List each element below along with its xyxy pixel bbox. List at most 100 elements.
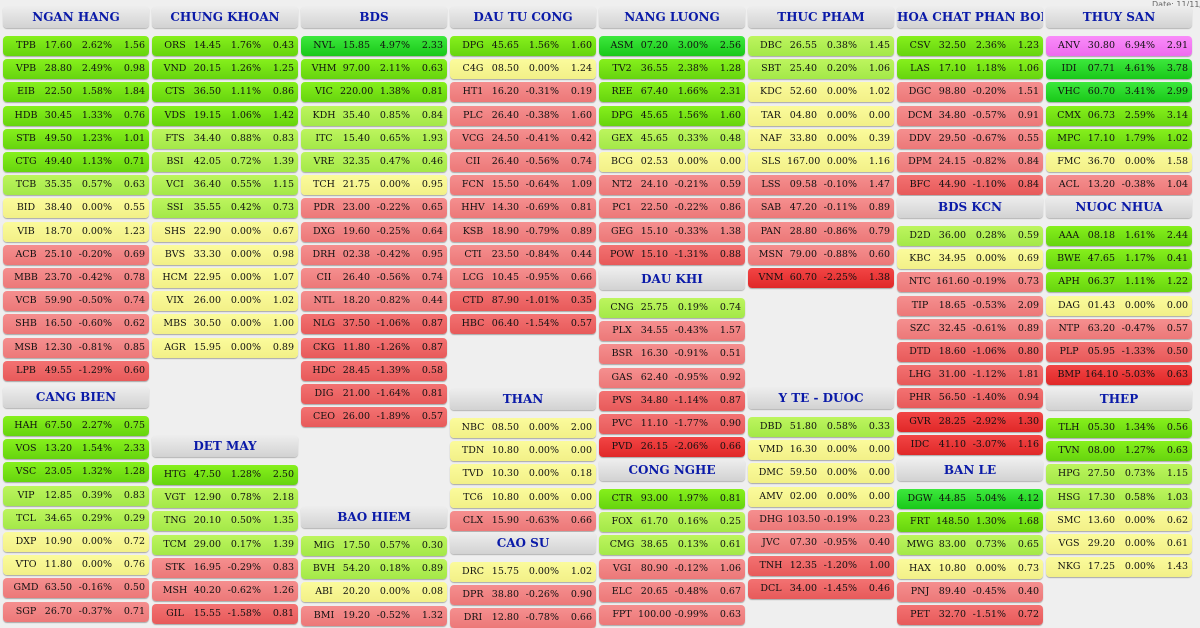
stock-row-c4g[interactable]: C4G 08.50 0.00% 1.24 (450, 59, 596, 79)
stock-row-dig[interactable]: DIG 21.00 -1.64% 0.81 (301, 384, 447, 404)
stock-row-cii[interactable]: CII 26.40 -0.56% 0.74 (450, 152, 596, 172)
stock-row-vos[interactable]: VOS 13.20 1.54% 2.33 (3, 439, 149, 459)
stock-row-ntp[interactable]: NTP 63.20 -0.47% 0.57 (1046, 319, 1192, 339)
stock-row-nbc[interactable]: NBC 08.50 0.00% 2.00 (450, 418, 596, 438)
stock-row-vre[interactable]: VRE 32.35 0.47% 0.46 (301, 152, 447, 172)
stock-row-vhc[interactable]: VHC 60.70 3.41% 2.99 (1046, 82, 1192, 102)
stock-row-shb[interactable]: SHB 16.50 -0.60% 0.62 (3, 314, 149, 334)
stock-row-tc6[interactable]: TC6 10.80 0.00% 0.00 (450, 488, 596, 508)
stock-row-sab[interactable]: SAB 47.20 -0.11% 0.89 (748, 198, 894, 218)
stock-row-fox[interactable]: FOX 61.70 0.16% 0.25 (599, 512, 745, 532)
stock-row-abi[interactable]: ABI 20.20 0.00% 0.08 (301, 582, 447, 602)
stock-row-sls[interactable]: SLS 167.00 0.00% 1.16 (748, 152, 894, 172)
stock-row-hax[interactable]: HAX 10.80 0.00% 0.73 (897, 559, 1043, 579)
stock-row-tch[interactable]: TCH 21.75 0.00% 0.95 (301, 175, 447, 195)
stock-row-tcl[interactable]: TCL 34.65 0.29% 0.29 (3, 509, 149, 529)
stock-row-fcn[interactable]: FCN 15.50 -0.64% 1.09 (450, 175, 596, 195)
stock-row-sgp[interactable]: SGP 26.70 -0.37% 0.71 (3, 602, 149, 622)
stock-row-jvc[interactable]: JVC 07.30 -0.95% 0.40 (748, 533, 894, 553)
stock-row-mbb[interactable]: MBB 23.70 -0.42% 0.78 (3, 268, 149, 288)
stock-row-hhv[interactable]: HHV 14.30 -0.69% 0.81 (450, 198, 596, 218)
stock-row-acb[interactable]: ACB 25.10 -0.20% 0.69 (3, 245, 149, 265)
stock-row-nvl[interactable]: NVL 15.85 4.97% 2.33 (301, 36, 447, 56)
stock-row-fts[interactable]: FTS 34.40 0.88% 0.83 (152, 129, 298, 149)
stock-row-bsi[interactable]: BSI 42.05 0.72% 1.39 (152, 152, 298, 172)
stock-row-pvs[interactable]: PVS 34.80 -1.14% 0.87 (599, 391, 745, 411)
stock-row-cts[interactable]: CTS 36.50 1.11% 0.86 (152, 82, 298, 102)
stock-row-d2d[interactable]: D2D 36.00 0.28% 0.59 (897, 226, 1043, 246)
stock-row-hah[interactable]: HAH 67.50 2.27% 0.75 (3, 416, 149, 436)
stock-row-lpb[interactable]: LPB 49.55 -1.29% 0.60 (3, 361, 149, 381)
stock-row-msb[interactable]: MSB 12.30 -0.81% 0.85 (3, 338, 149, 358)
stock-row-ht1[interactable]: HT1 16.20 -0.31% 0.19 (450, 82, 596, 102)
stock-row-hpg[interactable]: HPG 27.50 0.73% 1.15 (1046, 464, 1192, 484)
stock-row-fmc[interactable]: FMC 36.70 0.00% 1.58 (1046, 152, 1192, 172)
stock-row-dri[interactable]: DRI 12.80 -0.78% 0.66 (450, 608, 596, 628)
stock-row-hsg[interactable]: HSG 17.30 0.58% 1.03 (1046, 488, 1192, 508)
stock-row-dmc[interactable]: DMC 59.50 0.00% 0.00 (748, 463, 894, 483)
stock-row-pan[interactable]: PAN 28.80 -0.86% 0.79 (748, 222, 894, 242)
stock-row-vcg[interactable]: VCG 24.50 -0.41% 0.42 (450, 129, 596, 149)
stock-row-vmd[interactable]: VMD 16.30 0.00% 0.00 (748, 440, 894, 460)
stock-row-vto[interactable]: VTO 11.80 0.00% 0.76 (3, 555, 149, 575)
stock-row-vnm[interactable]: VNM 60.70 -2.25% 1.38 (748, 268, 894, 288)
stock-row-tar[interactable]: TAR 04.80 0.00% 0.00 (748, 106, 894, 126)
stock-row-lhg[interactable]: LHG 31.00 -1.12% 1.81 (897, 365, 1043, 385)
stock-row-vnd[interactable]: VND 20.15 1.26% 1.25 (152, 59, 298, 79)
stock-row-msh[interactable]: MSH 40.20 -0.62% 1.26 (152, 581, 298, 601)
stock-row-mpc[interactable]: MPC 17.10 1.79% 1.02 (1046, 129, 1192, 149)
stock-row-asm[interactable]: ASM 07.20 3.00% 2.56 (599, 36, 745, 56)
stock-row-szc[interactable]: SZC 32.45 -0.61% 0.89 (897, 319, 1043, 339)
stock-row-nkg[interactable]: NKG 17.25 0.00% 1.43 (1046, 557, 1192, 577)
stock-row-csv[interactable]: CSV 32.50 2.36% 1.23 (897, 36, 1043, 56)
stock-row-tip[interactable]: TIP 18.65 -0.53% 2.09 (897, 296, 1043, 316)
stock-row-cmx[interactable]: CMX 06.73 2.59% 3.14 (1046, 106, 1192, 126)
stock-row-ctr[interactable]: CTR 93.00 1.97% 0.81 (599, 489, 745, 509)
stock-row-smc[interactable]: SMC 13.60 0.00% 0.62 (1046, 511, 1192, 531)
stock-row-cii[interactable]: CII 26.40 -0.56% 0.74 (301, 268, 447, 288)
stock-row-tcm[interactable]: TCM 29.00 0.17% 1.39 (152, 535, 298, 555)
stock-row-cti[interactable]: CTI 23.50 -0.84% 0.44 (450, 245, 596, 265)
stock-row-ree[interactable]: REE 67.40 1.66% 2.31 (599, 82, 745, 102)
stock-row-stk[interactable]: STK 16.95 -0.29% 0.83 (152, 558, 298, 578)
stock-row-vgt[interactable]: VGT 12.90 0.78% 2.18 (152, 488, 298, 508)
stock-row-ctg[interactable]: CTG 49.40 1.13% 0.71 (3, 152, 149, 172)
stock-row-lss[interactable]: LSS 09.58 -0.10% 1.47 (748, 175, 894, 195)
stock-row-vsc[interactable]: VSC 23.05 1.32% 1.28 (3, 462, 149, 482)
stock-row-mbs[interactable]: MBS 30.50 0.00% 1.00 (152, 314, 298, 334)
stock-row-vip[interactable]: VIP 12.85 0.39% 0.83 (3, 486, 149, 506)
stock-row-nt2[interactable]: NT2 24.10 -0.21% 0.59 (599, 175, 745, 195)
stock-row-hdc[interactable]: HDC 28.45 -1.39% 0.58 (301, 361, 447, 381)
stock-row-nlg[interactable]: NLG 37.50 -1.06% 0.87 (301, 314, 447, 334)
stock-row-dgc[interactable]: DGC 98.80 -0.20% 1.51 (897, 82, 1043, 102)
stock-row-las[interactable]: LAS 17.10 1.18% 1.06 (897, 59, 1043, 79)
stock-row-ddv[interactable]: DDV 29.50 -0.67% 0.55 (897, 129, 1043, 149)
stock-row-vpb[interactable]: VPB 28.80 2.49% 0.98 (3, 59, 149, 79)
stock-row-lcg[interactable]: LCG 10.45 -0.95% 0.66 (450, 268, 596, 288)
stock-row-ksb[interactable]: KSB 18.90 -0.79% 0.89 (450, 222, 596, 242)
stock-row-stb[interactable]: STB 49.50 1.23% 1.01 (3, 129, 149, 149)
stock-row-tv2[interactable]: TV2 36.55 2.38% 1.28 (599, 59, 745, 79)
stock-row-hcm[interactable]: HCM 22.95 0.00% 1.07 (152, 268, 298, 288)
stock-row-cng[interactable]: CNG 25.75 0.19% 0.74 (599, 298, 745, 318)
stock-row-ssi[interactable]: SSI 35.55 0.42% 0.73 (152, 198, 298, 218)
stock-row-ckg[interactable]: CKG 11.80 -1.26% 0.87 (301, 338, 447, 358)
stock-row-naf[interactable]: NAF 33.80 0.00% 0.39 (748, 129, 894, 149)
stock-row-dag[interactable]: DAG 01.43 0.00% 0.00 (1046, 296, 1192, 316)
stock-row-bwe[interactable]: BWE 47.65 1.17% 0.41 (1046, 249, 1192, 269)
stock-row-elc[interactable]: ELC 20.65 -0.48% 0.67 (599, 582, 745, 602)
stock-row-tcb[interactable]: TCB 35.35 0.57% 0.63 (3, 175, 149, 195)
stock-row-gvr[interactable]: GVR 28.25 -2.92% 1.30 (897, 412, 1043, 432)
stock-row-ctd[interactable]: CTD 87.90 -1.01% 0.35 (450, 291, 596, 311)
stock-row-hdb[interactable]: HDB 30.45 1.33% 0.76 (3, 106, 149, 126)
stock-row-ntc[interactable]: NTC 161.60 -0.19% 0.73 (897, 272, 1043, 292)
stock-row-vix[interactable]: VIX 26.00 0.00% 1.02 (152, 291, 298, 311)
stock-row-kdh[interactable]: KDH 35.40 0.85% 0.84 (301, 106, 447, 126)
stock-row-idi[interactable]: IDI 07.71 4.61% 3.78 (1046, 59, 1192, 79)
stock-row-phr[interactable]: PHR 56.50 -1.40% 0.94 (897, 388, 1043, 408)
stock-row-tlh[interactable]: TLH 05.30 1.34% 0.56 (1046, 418, 1192, 438)
stock-row-mig[interactable]: MIG 17.50 0.57% 0.30 (301, 536, 447, 556)
stock-row-bfc[interactable]: BFC 44.90 -1.10% 0.84 (897, 175, 1043, 195)
stock-row-bcg[interactable]: BCG 02.53 0.00% 0.00 (599, 152, 745, 172)
stock-row-pvd[interactable]: PVD 26.15 -2.06% 0.66 (599, 437, 745, 457)
